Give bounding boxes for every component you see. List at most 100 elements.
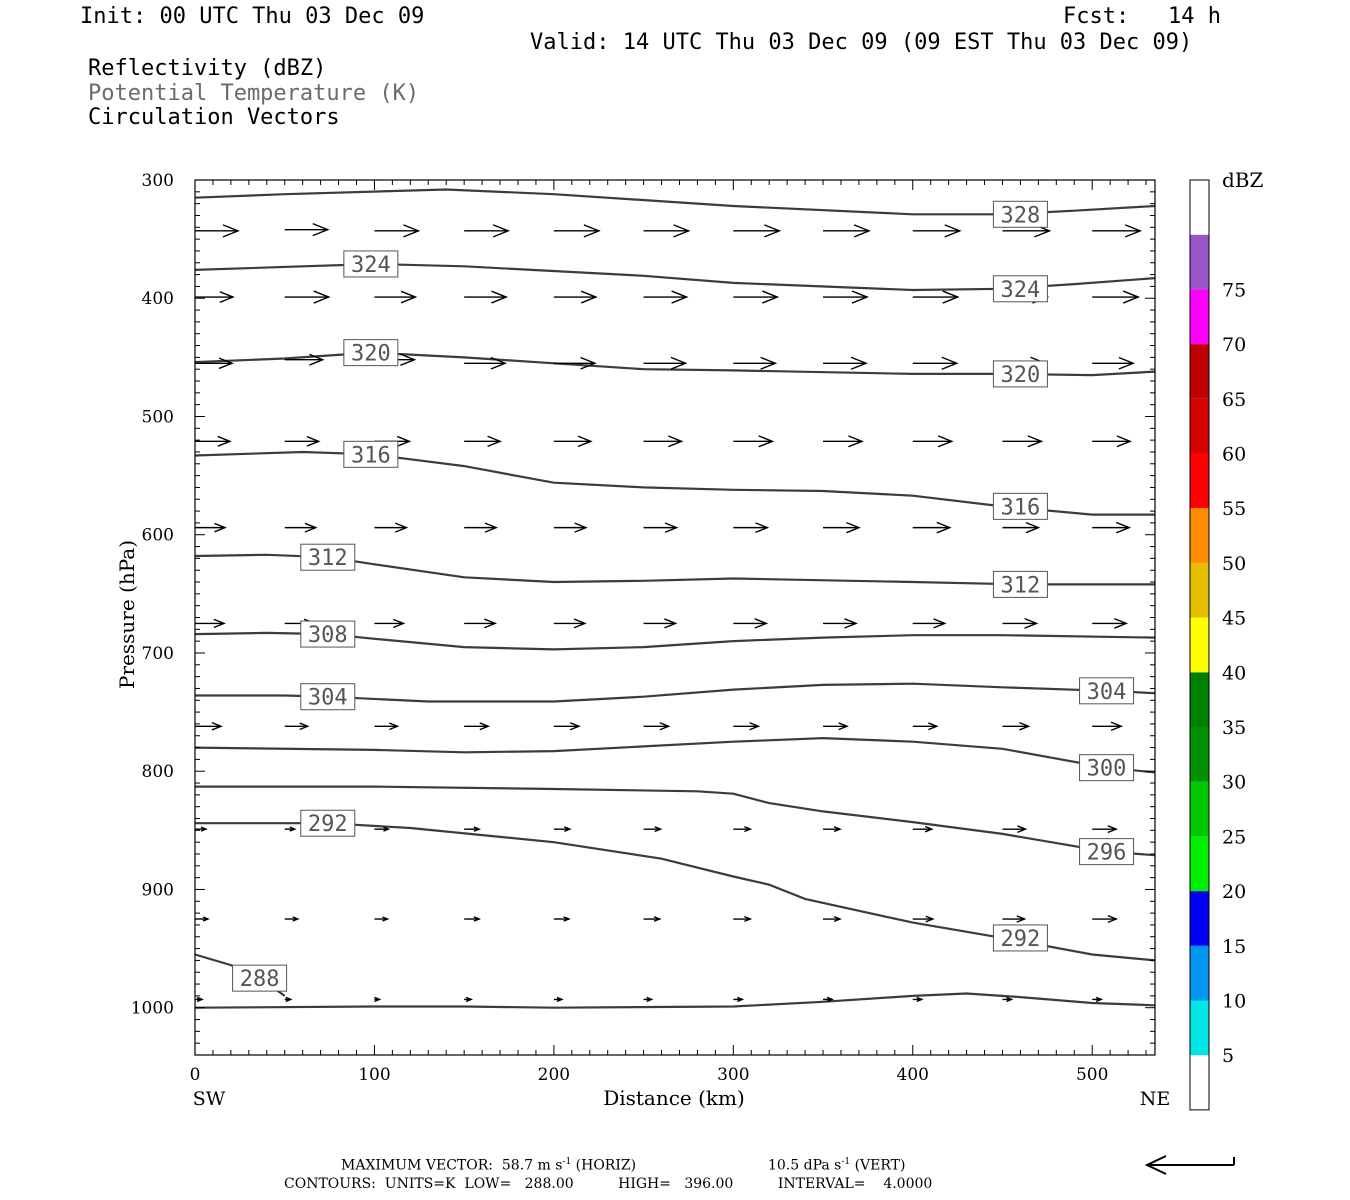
vector-arrow-head <box>1124 224 1143 238</box>
vector-arrow-head <box>833 826 842 833</box>
vector-arrow-head <box>1116 435 1133 448</box>
vector-arrow-head <box>851 290 869 304</box>
colorbar-segment <box>1190 945 1209 1001</box>
vector-arrow-head <box>646 996 654 1003</box>
vector-arrow-head <box>202 916 210 922</box>
contour-label: 304 <box>308 686 348 711</box>
forecast-hour: 14 h <box>1168 4 1221 29</box>
contour-label: 292 <box>308 812 348 837</box>
x-tick-label: 200 <box>538 1065 570 1085</box>
colorbar-segment <box>1190 398 1209 454</box>
vector-arrow-head <box>1016 915 1027 923</box>
colorbar-segment <box>1190 1000 1209 1056</box>
vector-arrow-head <box>749 722 761 731</box>
colorbar-label: 75 <box>1222 279 1246 301</box>
vector-arrow-head <box>1024 618 1039 629</box>
vector-arrow-head <box>850 356 868 370</box>
vector-arrow-head <box>1019 721 1031 731</box>
colorbar-segment <box>1190 453 1209 509</box>
x-tick-label: 300 <box>717 1065 749 1085</box>
vector-arrow-head <box>925 915 935 923</box>
field-potential-temperature: Potential Temperature (K) <box>88 81 420 106</box>
max-vector-horiz-value: MAXIMUM VECTOR: 58.7 m s <box>341 1157 563 1174</box>
contour-label-box <box>992 360 1048 388</box>
vector-arrow-head <box>1110 721 1124 731</box>
vector-arrow-head <box>764 224 782 238</box>
vector-arrow-head <box>580 356 597 370</box>
vector-arrow-head <box>490 356 508 370</box>
vector-arrow-head <box>944 224 962 238</box>
vector-arrow-head <box>1114 618 1129 629</box>
vector-arrow-head <box>737 996 745 1003</box>
vector-arrow-head <box>755 522 770 534</box>
vector-arrow-head <box>574 522 588 533</box>
vector-arrow-head <box>487 435 503 448</box>
colorbar-segment <box>1190 180 1209 235</box>
contour-label-box <box>1079 754 1135 782</box>
max-vector-horiz-exponent: -1 <box>562 1157 572 1167</box>
contour-300 <box>194 736 1156 774</box>
vector-arrow-head <box>758 435 775 448</box>
vector-arrow-head <box>659 722 671 731</box>
vector-arrow-head <box>285 996 293 1003</box>
vector-arrow-head <box>374 996 382 1003</box>
vector-arrow-head <box>653 916 662 922</box>
contour-label-box <box>300 620 356 648</box>
colorbar-segment <box>1190 344 1209 399</box>
y-tick-label: 600 <box>142 526 174 546</box>
vector-arrow-head <box>654 826 663 833</box>
vector-arrow-head <box>1122 290 1141 304</box>
x-tick-label: 500 <box>1076 1065 1108 1085</box>
vector-arrow-head <box>668 435 684 448</box>
contour-label: 320 <box>351 342 391 367</box>
vector-arrow-head <box>1118 356 1136 370</box>
vector-arrow-head <box>1017 825 1028 834</box>
forecast-label: Fcst: <box>1063 4 1130 29</box>
colorbar-label: 70 <box>1222 334 1246 356</box>
vector-arrow-head <box>754 618 769 629</box>
vector-arrow-head <box>196 996 204 1003</box>
colorbar-segment <box>1190 781 1209 837</box>
colorbar-label: 45 <box>1222 608 1246 630</box>
colorbar-frame <box>1189 179 1210 1111</box>
contour-labels: 328 324 324 320 320 316 316 312 312 308 304 304 300 2… <box>232 200 1135 992</box>
y-tick-label: 400 <box>142 289 174 309</box>
vector-arrow-head <box>396 435 412 447</box>
vector-arrow-head <box>393 618 406 629</box>
x-end-label-right: NE <box>1140 1088 1171 1110</box>
vector-arrow-head <box>1027 435 1044 448</box>
x-tick-label: 400 <box>897 1065 929 1085</box>
contour-label: 296 <box>1087 841 1127 866</box>
vector-arrow-head <box>484 618 498 629</box>
contour-label-box <box>992 275 1048 303</box>
vector-arrow-head <box>942 290 960 304</box>
vector-arrow-head <box>556 996 564 1003</box>
contour-label-box <box>992 570 1048 598</box>
contour-info: CONTOURS: UNITS=K LOW= 288.00 HIGH= 396.… <box>284 1176 933 1192</box>
contour-lines <box>194 188 1156 1009</box>
colorbar-segment <box>1190 891 1209 946</box>
contour-label: 320 <box>1001 363 1041 388</box>
contour-label: 288 <box>240 967 280 992</box>
y-axis-title: Pressure (hPa) <box>115 540 139 689</box>
y-tick-label: 900 <box>142 880 174 900</box>
vector-arrow-head <box>299 722 310 731</box>
colorbar-label: 10 <box>1222 991 1246 1013</box>
vector-arrow-head <box>304 522 318 533</box>
vector-arrow-head <box>846 521 861 534</box>
contour-label: 324 <box>1001 278 1041 303</box>
colorbar-segment <box>1190 617 1209 673</box>
vector-arrow-head <box>671 290 689 304</box>
vector-arrow-head <box>744 826 753 833</box>
vector-arrow-head <box>222 224 240 238</box>
circulation-vectors <box>195 223 1143 1003</box>
vector-arrow-head <box>219 291 235 304</box>
y-tick-label: 700 <box>142 644 174 664</box>
vector-arrow-head <box>848 435 864 448</box>
vector-arrow-head <box>213 618 226 629</box>
vector-arrow-head <box>936 521 952 534</box>
contour-label: 308 <box>308 623 348 648</box>
vector-arrow-head <box>211 721 223 731</box>
colorbar-label: 25 <box>1222 826 1246 848</box>
